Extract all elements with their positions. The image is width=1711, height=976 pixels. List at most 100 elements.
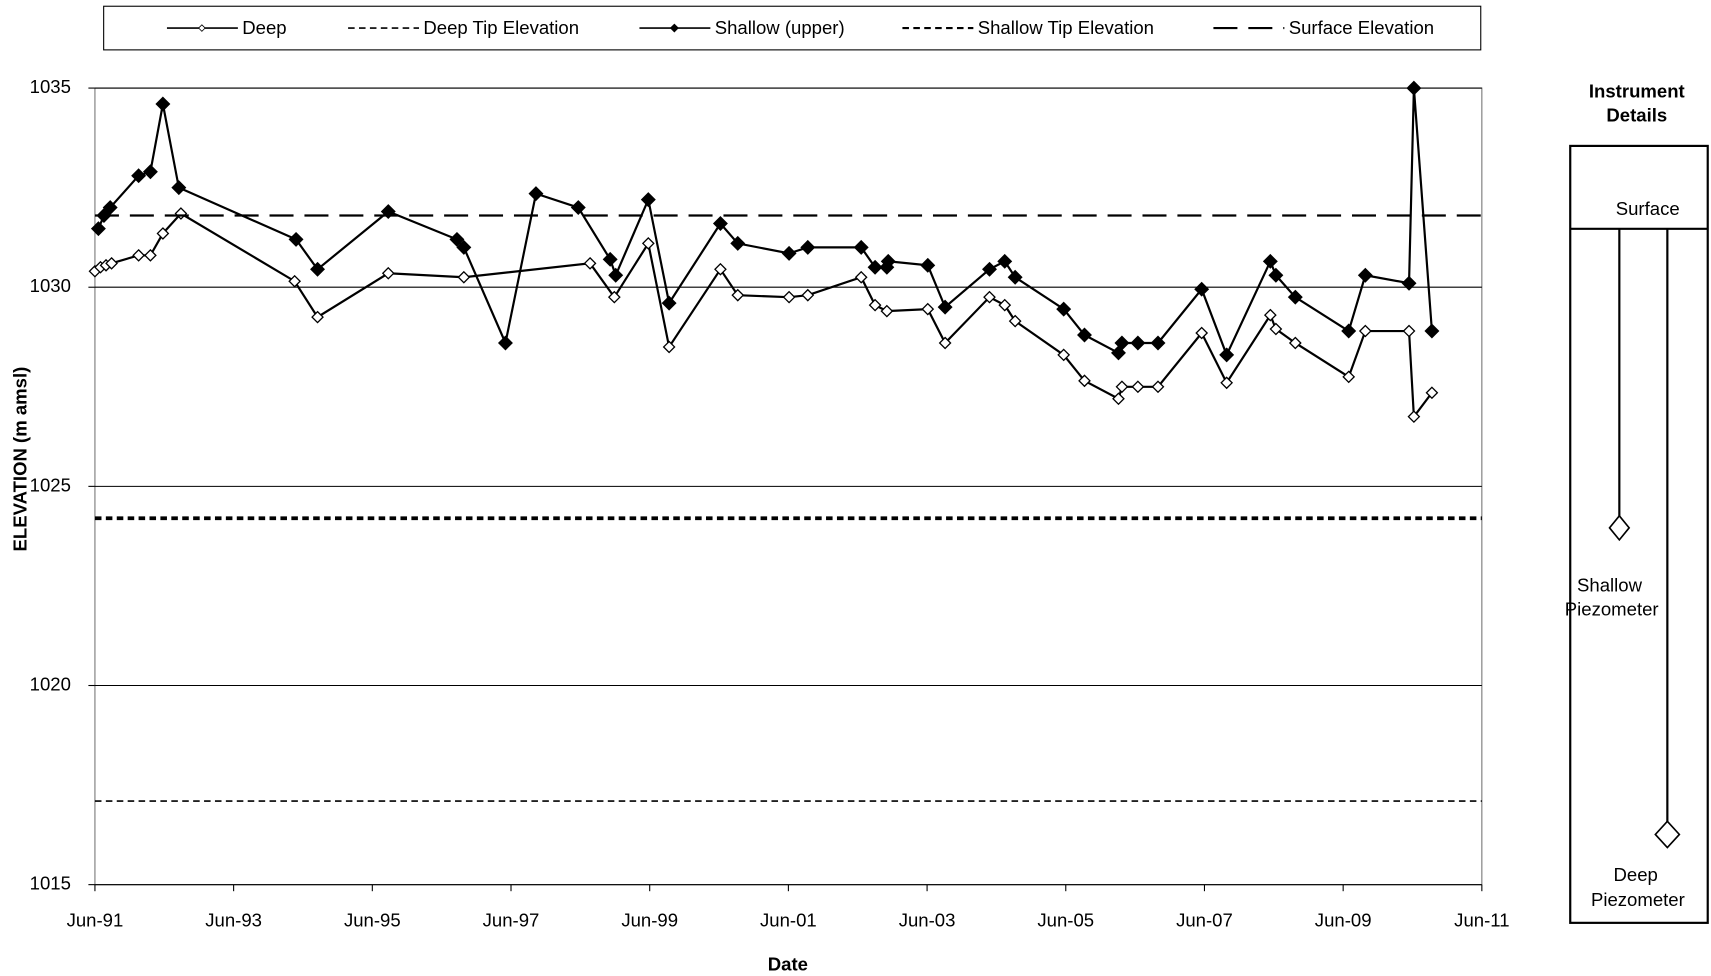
legend-label: Deep Tip Elevation — [423, 17, 579, 38]
data-point — [155, 96, 171, 112]
x-tick-label: Jun-01 — [760, 910, 817, 931]
panel-title: Instrument — [1589, 80, 1685, 101]
data-point — [641, 237, 655, 250]
data-point — [1131, 380, 1145, 394]
shallow-label: Piezometer — [1565, 599, 1659, 620]
data-point — [381, 266, 395, 280]
data-line — [94, 212, 1433, 420]
data-point — [938, 336, 952, 350]
data-point — [449, 231, 465, 247]
data-point — [1357, 267, 1373, 283]
legend-marker — [198, 24, 206, 32]
data-point — [1268, 267, 1284, 283]
legend-label: Surface Elevation — [1289, 17, 1434, 38]
x-tick-label: Jun-11 — [1454, 910, 1509, 931]
data-point — [1151, 380, 1165, 394]
data-point — [1077, 327, 1092, 343]
data-point — [730, 235, 746, 251]
data-point — [456, 239, 472, 255]
data-point — [1342, 370, 1356, 384]
data-point — [801, 288, 815, 302]
data-point — [853, 239, 869, 255]
data-point — [1150, 335, 1166, 351]
legend-marker — [669, 23, 679, 33]
x-tick-label: Jun-93 — [205, 910, 262, 931]
data-point — [607, 290, 621, 304]
data-point — [1406, 80, 1422, 96]
data-point — [867, 259, 883, 275]
data-point — [144, 248, 157, 262]
y-axis-title: ELEVATION (m amsl) — [10, 367, 31, 552]
data-point — [570, 200, 586, 216]
data-point — [1056, 301, 1072, 317]
y-tick-label: 1030 — [30, 275, 71, 296]
x-tick-label: Jun-97 — [483, 910, 540, 931]
data-point — [1288, 336, 1302, 350]
data-point — [1115, 380, 1129, 394]
data-point — [1424, 323, 1440, 339]
data-point — [132, 248, 146, 262]
data-point — [310, 261, 326, 277]
data-point — [712, 216, 728, 231]
data-point — [583, 256, 597, 270]
data-point — [782, 290, 796, 304]
data-point — [983, 290, 996, 304]
data-point — [1407, 410, 1421, 424]
data-point — [998, 298, 1012, 312]
x-tick-label: Jun-09 — [1315, 910, 1372, 931]
data-point — [1057, 348, 1071, 362]
x-tick-label: Jun-99 — [621, 910, 678, 931]
y-tick-label: 1020 — [30, 673, 71, 694]
deep-label: Deep — [1614, 864, 1658, 885]
data-point — [781, 245, 797, 261]
data-point — [602, 251, 618, 267]
data-point — [1112, 392, 1125, 406]
data-point — [1358, 324, 1372, 338]
data-point — [920, 257, 936, 273]
data-point — [731, 288, 745, 302]
data-point — [868, 298, 882, 312]
data-point — [1269, 322, 1283, 336]
data-point — [311, 310, 324, 324]
data-point — [937, 299, 953, 315]
x-tick-label: Jun-05 — [1037, 910, 1094, 931]
x-tick-label: Jun-07 — [1176, 910, 1233, 931]
data-point — [156, 227, 170, 240]
data-point — [1007, 269, 1023, 285]
data-point — [1111, 345, 1126, 361]
data-point — [1130, 335, 1146, 351]
data-point — [288, 274, 302, 288]
instrument-panel: Instrument Details Surface Shallow Piezo… — [1565, 80, 1709, 924]
data-point — [288, 231, 304, 247]
shallow-label: Shallow — [1577, 575, 1643, 596]
data-point — [854, 270, 868, 284]
data-point — [880, 253, 896, 269]
data-point — [90, 221, 106, 237]
data-point — [142, 164, 158, 180]
data-point — [1341, 323, 1357, 339]
data-point — [1262, 253, 1278, 269]
data-point — [1220, 376, 1234, 390]
deep-label: Piezometer — [1591, 889, 1685, 910]
data-point — [982, 261, 997, 277]
data-point — [608, 267, 624, 283]
x-tick-label: Jun-95 — [344, 910, 401, 931]
borehole — [1569, 144, 1709, 924]
y-tick-label: 1025 — [30, 474, 71, 495]
data-point — [921, 302, 935, 316]
data-point — [1219, 347, 1235, 363]
data-point — [528, 186, 544, 202]
data-point — [1114, 335, 1130, 351]
data-point — [662, 340, 676, 354]
data-point — [997, 253, 1013, 269]
data-point — [1287, 289, 1303, 305]
data-point — [1402, 324, 1416, 338]
y-tick-label: 1035 — [30, 76, 71, 97]
legend-label: Shallow (upper) — [715, 17, 845, 38]
y-tick-label: 1015 — [30, 873, 71, 894]
data-point — [1401, 275, 1417, 291]
legend-label: Shallow Tip Elevation — [978, 17, 1154, 38]
data-point — [1195, 326, 1209, 340]
